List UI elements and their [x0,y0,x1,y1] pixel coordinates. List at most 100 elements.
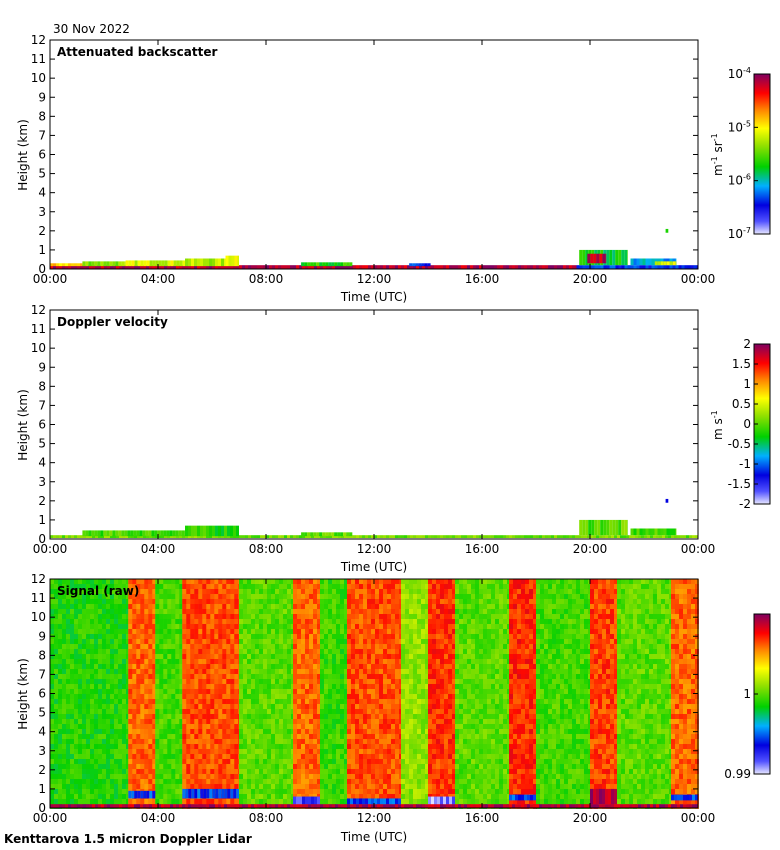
signal-pixel [118,654,122,659]
signal-pixel [110,604,114,609]
signal-pixel [155,779,160,784]
signal-pixel [190,614,195,619]
signal-pixel [324,704,328,709]
signal-pixel [210,694,215,699]
signal-pixel [155,599,160,604]
signal-pixel [155,744,160,749]
signal-pixel [367,699,371,704]
signal-pixel [255,614,259,619]
signal-pixel [110,724,114,729]
signal-pixel [206,739,211,744]
signal-pixel [259,759,263,764]
signal-pixel [347,769,351,774]
heatmap-cell [161,535,164,539]
signal-pixel [132,639,137,644]
signal-pixel [114,774,118,779]
heatmap-cell [374,265,377,269]
signal-pixel [332,679,336,684]
signal-pixel [391,734,395,739]
signal-pixel [62,644,66,649]
signal-pixel [279,604,283,609]
signal-pixel [214,659,219,664]
signal-pixel [243,584,247,589]
signal-pixel [140,629,145,634]
signal-pixel [328,594,332,599]
signal-pixel [118,779,122,784]
signal-pixel [328,789,332,794]
signal-pixel [271,664,275,669]
signal-pixel [94,639,98,644]
signal-pixel [190,739,195,744]
signal-pixel [218,774,223,779]
signal-pixel [78,779,82,784]
signal-pixel [317,649,321,654]
signal-pixel [167,694,172,699]
signal-pixel [136,639,141,644]
signal-pixel [355,709,359,714]
signal-pixel [359,754,363,759]
signal-pixel [313,624,317,629]
signal-pixel [247,759,251,764]
signal-pixel [279,619,283,624]
signal-pixel [234,769,239,774]
signal-pixel [387,589,391,594]
signal-pixel [58,664,62,669]
heatmap-cell [569,535,572,539]
signal-pixel [351,624,355,629]
heatmap-cell [639,528,643,536]
signal-pixel [70,584,74,589]
signal-pixel [136,754,141,759]
signal-pixel [359,654,363,659]
signal-pixel [247,669,251,674]
signal-pixel [371,579,375,584]
signal-pixel [62,634,66,639]
heatmap-cell [59,263,62,267]
signal-pixel [82,654,86,659]
signal-pixel [155,639,160,644]
signal-pixel [363,704,367,709]
signal-pixel [114,704,118,709]
signal-pixel [136,629,141,634]
signal-pixel [375,619,379,624]
signal-pixel [62,594,66,599]
signal-pixel [379,724,383,729]
colorbar-tick-label: 1 [743,377,751,391]
signal-pixel [324,734,328,739]
signal-pixel [247,594,251,599]
signal-pixel [259,589,263,594]
heatmap-cell [614,535,617,539]
signal-pixel [86,734,90,739]
y-tick-label: 11 [31,52,46,66]
heatmap-cell [278,535,281,539]
signal-pixel [54,669,58,674]
signal-pixel [351,784,355,789]
signal-pixel [226,614,231,619]
signal-pixel [347,764,351,769]
signal-pixel [283,654,287,659]
heatmap-cell [313,262,317,267]
signal-pixel [275,624,279,629]
signal-pixel [287,779,291,784]
heatmap-cell [500,265,503,269]
signal-pixel [98,599,102,604]
signal-pixel [132,709,137,714]
signal-pixel [66,774,70,779]
signal-pixel [359,589,363,594]
signal-pixel [206,619,211,624]
signal-pixel [74,609,78,614]
signal-pixel [54,774,58,779]
heatmap-cell [121,530,125,537]
signal-pixel [152,774,157,779]
signal-pixel [132,749,137,754]
signal-pixel [283,739,287,744]
signal-pixel [226,709,231,714]
signal-pixel [230,749,235,754]
signal-pixel [148,679,153,684]
signal-pixel [320,779,324,784]
heatmap-cell [461,535,464,539]
signal-pixel [320,799,324,804]
signal-pixel [243,669,247,674]
signal-pixel [66,759,70,764]
signal-pixel [344,769,348,774]
signal-pixel [363,764,367,769]
